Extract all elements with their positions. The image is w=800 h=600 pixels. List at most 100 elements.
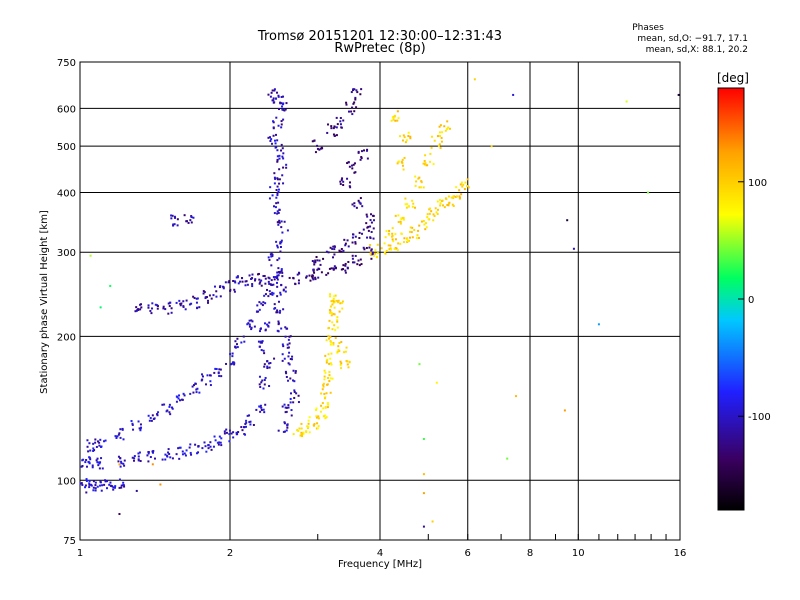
data-point [147, 452, 150, 455]
data-point [166, 409, 169, 412]
data-point [80, 482, 83, 485]
data-point [270, 252, 273, 255]
data-point [280, 143, 283, 146]
data-point [248, 421, 251, 424]
data-point [329, 305, 332, 308]
data-point [325, 392, 328, 395]
data-point [397, 242, 400, 245]
data-point [263, 379, 266, 382]
data-point [404, 197, 407, 200]
data-point [278, 219, 281, 222]
data-point [263, 274, 266, 277]
data-point [246, 283, 249, 286]
data-point [190, 302, 193, 305]
data-point [250, 328, 253, 331]
data-point [390, 248, 393, 251]
data-point [250, 326, 253, 329]
data-point [207, 447, 210, 450]
data-point [314, 276, 317, 279]
data-point [332, 127, 335, 130]
data-point [436, 208, 439, 211]
data-point [123, 485, 126, 488]
data-point [271, 291, 274, 294]
data-point [131, 423, 134, 426]
data-point [325, 359, 328, 362]
data-point [289, 377, 292, 380]
data-point [393, 247, 396, 250]
data-point [135, 306, 138, 309]
data-point [260, 381, 263, 384]
data-point [168, 403, 171, 406]
sparse-point [677, 93, 680, 96]
data-point [154, 303, 157, 306]
data-point [353, 261, 356, 264]
data-point [236, 337, 239, 340]
sparse-point [159, 483, 162, 486]
data-point [185, 299, 188, 302]
data-point [317, 425, 320, 428]
data-point [339, 360, 342, 363]
data-point [99, 445, 102, 448]
data-point [406, 238, 409, 241]
colorbar-tick-label: 0 [748, 295, 754, 306]
data-point [308, 416, 311, 419]
data-point [410, 231, 413, 234]
data-point [327, 123, 330, 126]
data-point [336, 351, 339, 354]
data-point [229, 353, 232, 356]
data-point [436, 135, 439, 138]
sparse-point [418, 363, 421, 366]
data-point [281, 405, 284, 408]
data-point [137, 458, 140, 461]
data-point [417, 177, 420, 180]
data-point [344, 262, 347, 265]
data-point [318, 268, 321, 271]
data-point [401, 164, 404, 167]
data-point [264, 302, 267, 305]
data-point [335, 299, 338, 302]
data-point [409, 137, 412, 140]
y-tick-label: 500 [57, 142, 76, 153]
data-point [225, 431, 228, 434]
data-point [369, 219, 372, 222]
data-point [420, 220, 423, 223]
data-point [353, 88, 356, 91]
data-point [332, 256, 335, 259]
data-point [247, 322, 250, 325]
data-point [168, 304, 171, 307]
data-point [352, 233, 355, 236]
data-point [284, 411, 287, 414]
data-point [390, 119, 393, 122]
data-point [273, 182, 276, 185]
data-point [375, 255, 378, 258]
data-point [100, 489, 103, 492]
data-point [280, 149, 283, 152]
data-point [353, 202, 356, 205]
data-point [401, 139, 404, 142]
data-point [277, 201, 280, 204]
data-point [240, 426, 243, 429]
data-point [280, 268, 283, 271]
data-point [446, 120, 449, 123]
data-point [262, 275, 265, 278]
data-point [300, 422, 303, 425]
data-point [246, 414, 249, 417]
y-tick-label: 100 [57, 476, 76, 487]
data-point [336, 319, 339, 322]
data-point [340, 268, 343, 271]
data-point [280, 226, 283, 229]
data-point [151, 307, 154, 310]
data-point [278, 168, 281, 171]
data-point [122, 462, 125, 465]
data-point [314, 259, 317, 262]
sparse-point [422, 473, 425, 476]
data-point [244, 284, 247, 287]
data-point [394, 114, 397, 117]
data-point [312, 424, 315, 427]
data-point [394, 233, 397, 236]
data-point [269, 95, 272, 98]
data-point [152, 451, 155, 454]
data-point [337, 301, 340, 304]
data-point [285, 327, 288, 330]
data-point [184, 454, 187, 457]
